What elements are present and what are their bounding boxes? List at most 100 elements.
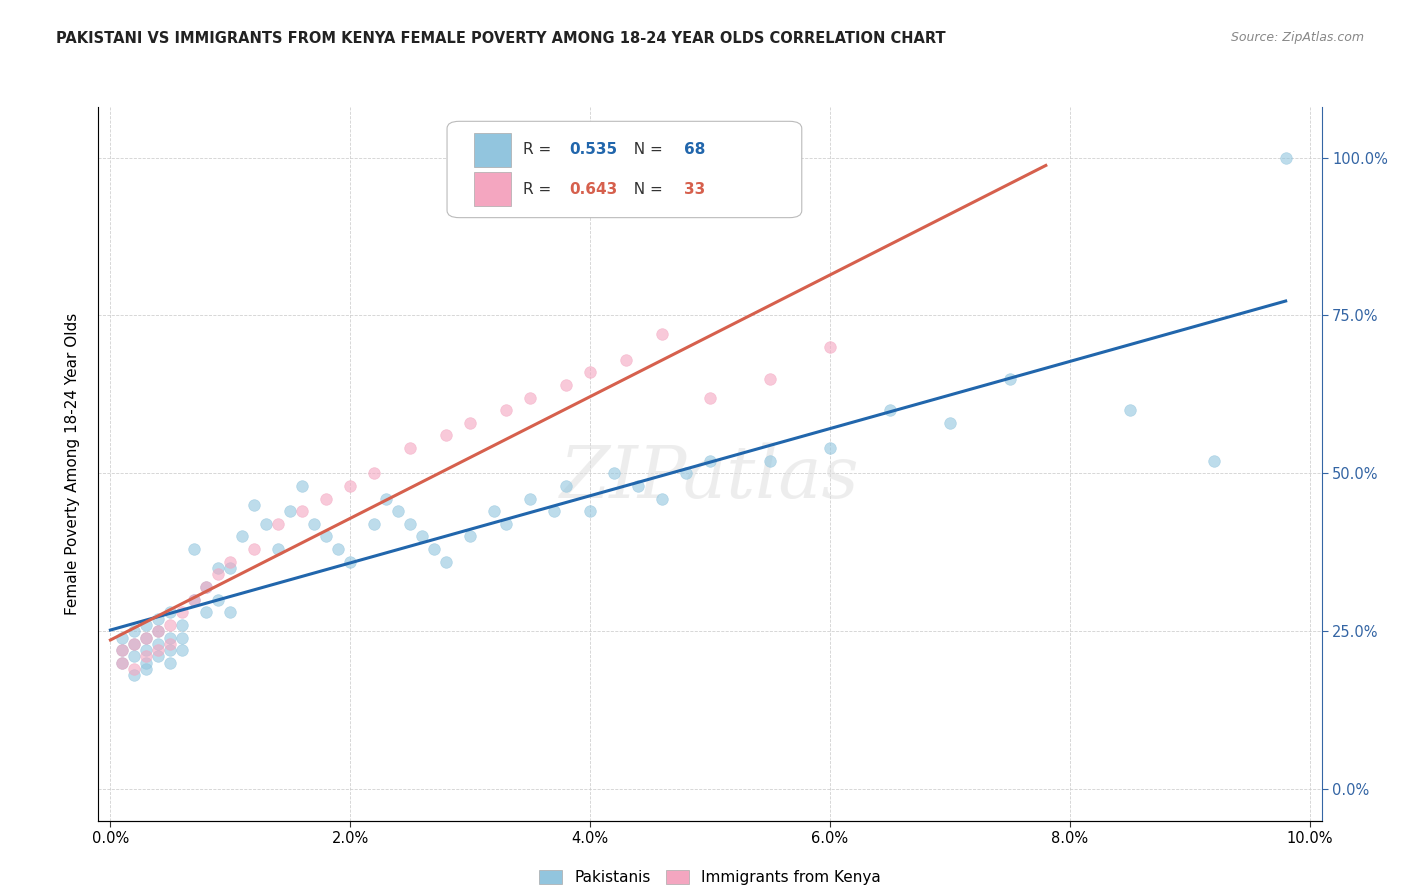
Point xyxy=(434,428,457,442)
Text: R =: R = xyxy=(523,182,555,196)
Point xyxy=(1274,151,1296,165)
Point xyxy=(111,643,134,657)
Point xyxy=(482,504,505,518)
Text: 68: 68 xyxy=(685,143,706,157)
Point xyxy=(339,479,361,493)
Point xyxy=(183,592,205,607)
Text: ZIPatlas: ZIPatlas xyxy=(560,442,860,514)
Text: N =: N = xyxy=(624,143,668,157)
Point xyxy=(183,542,205,557)
Legend: Pakistanis, Immigrants from Kenya: Pakistanis, Immigrants from Kenya xyxy=(533,864,887,891)
Point xyxy=(219,561,242,575)
Point xyxy=(254,516,277,531)
Point xyxy=(124,624,146,639)
Point xyxy=(148,637,170,651)
Point xyxy=(291,504,314,518)
Text: N =: N = xyxy=(624,182,668,196)
Point xyxy=(315,491,337,506)
Point xyxy=(195,605,218,619)
Point xyxy=(458,529,481,543)
Point xyxy=(651,491,673,506)
Point xyxy=(231,529,253,543)
Point xyxy=(543,504,565,518)
FancyBboxPatch shape xyxy=(474,172,510,206)
Point xyxy=(363,467,385,481)
Point xyxy=(243,542,266,557)
Point xyxy=(135,643,157,657)
Point xyxy=(434,555,457,569)
Point xyxy=(495,403,517,417)
Point xyxy=(207,567,229,582)
Point xyxy=(579,504,602,518)
Point xyxy=(579,365,602,379)
Point xyxy=(172,618,194,632)
Point xyxy=(195,580,218,594)
Point xyxy=(399,441,422,455)
Point xyxy=(939,416,962,430)
Point xyxy=(675,467,697,481)
Point xyxy=(243,498,266,512)
Point xyxy=(111,656,134,670)
Point xyxy=(818,340,841,354)
Point xyxy=(759,371,782,385)
Point xyxy=(148,611,170,625)
Point xyxy=(124,649,146,664)
Text: 0.535: 0.535 xyxy=(569,143,617,157)
Point xyxy=(519,391,541,405)
Point xyxy=(291,479,314,493)
Point xyxy=(135,618,157,632)
Text: PAKISTANI VS IMMIGRANTS FROM KENYA FEMALE POVERTY AMONG 18-24 YEAR OLDS CORRELAT: PAKISTANI VS IMMIGRANTS FROM KENYA FEMAL… xyxy=(56,31,946,46)
Point xyxy=(159,637,181,651)
FancyBboxPatch shape xyxy=(447,121,801,218)
Point xyxy=(1119,403,1142,417)
Point xyxy=(699,391,721,405)
Point xyxy=(603,467,626,481)
Point xyxy=(124,637,146,651)
Point xyxy=(304,516,326,531)
Text: 33: 33 xyxy=(685,182,706,196)
Point xyxy=(159,631,181,645)
Point xyxy=(148,643,170,657)
Point xyxy=(135,649,157,664)
Point xyxy=(183,592,205,607)
Point xyxy=(135,631,157,645)
Point xyxy=(267,516,290,531)
Point xyxy=(759,453,782,467)
Point xyxy=(111,631,134,645)
Point xyxy=(124,637,146,651)
Point xyxy=(375,491,398,506)
Point xyxy=(315,529,337,543)
Point xyxy=(458,416,481,430)
Point xyxy=(363,516,385,531)
Point xyxy=(172,631,194,645)
Y-axis label: Female Poverty Among 18-24 Year Olds: Female Poverty Among 18-24 Year Olds xyxy=(65,313,80,615)
Point xyxy=(627,479,650,493)
Point xyxy=(423,542,446,557)
Text: R =: R = xyxy=(523,143,555,157)
Point xyxy=(267,542,290,557)
Point xyxy=(1202,453,1225,467)
Point xyxy=(387,504,409,518)
Point xyxy=(195,580,218,594)
Point xyxy=(219,555,242,569)
Point xyxy=(111,643,134,657)
Point xyxy=(148,624,170,639)
Point xyxy=(135,662,157,676)
Point xyxy=(159,605,181,619)
Point xyxy=(148,624,170,639)
Point xyxy=(519,491,541,506)
Point xyxy=(159,643,181,657)
Point xyxy=(124,662,146,676)
Point xyxy=(651,327,673,342)
Point xyxy=(159,656,181,670)
Point xyxy=(172,605,194,619)
FancyBboxPatch shape xyxy=(474,133,510,167)
Point xyxy=(555,378,578,392)
Point xyxy=(135,631,157,645)
Point xyxy=(339,555,361,569)
Point xyxy=(998,371,1021,385)
Point xyxy=(124,668,146,682)
Point xyxy=(555,479,578,493)
Point xyxy=(135,656,157,670)
Point xyxy=(411,529,433,543)
